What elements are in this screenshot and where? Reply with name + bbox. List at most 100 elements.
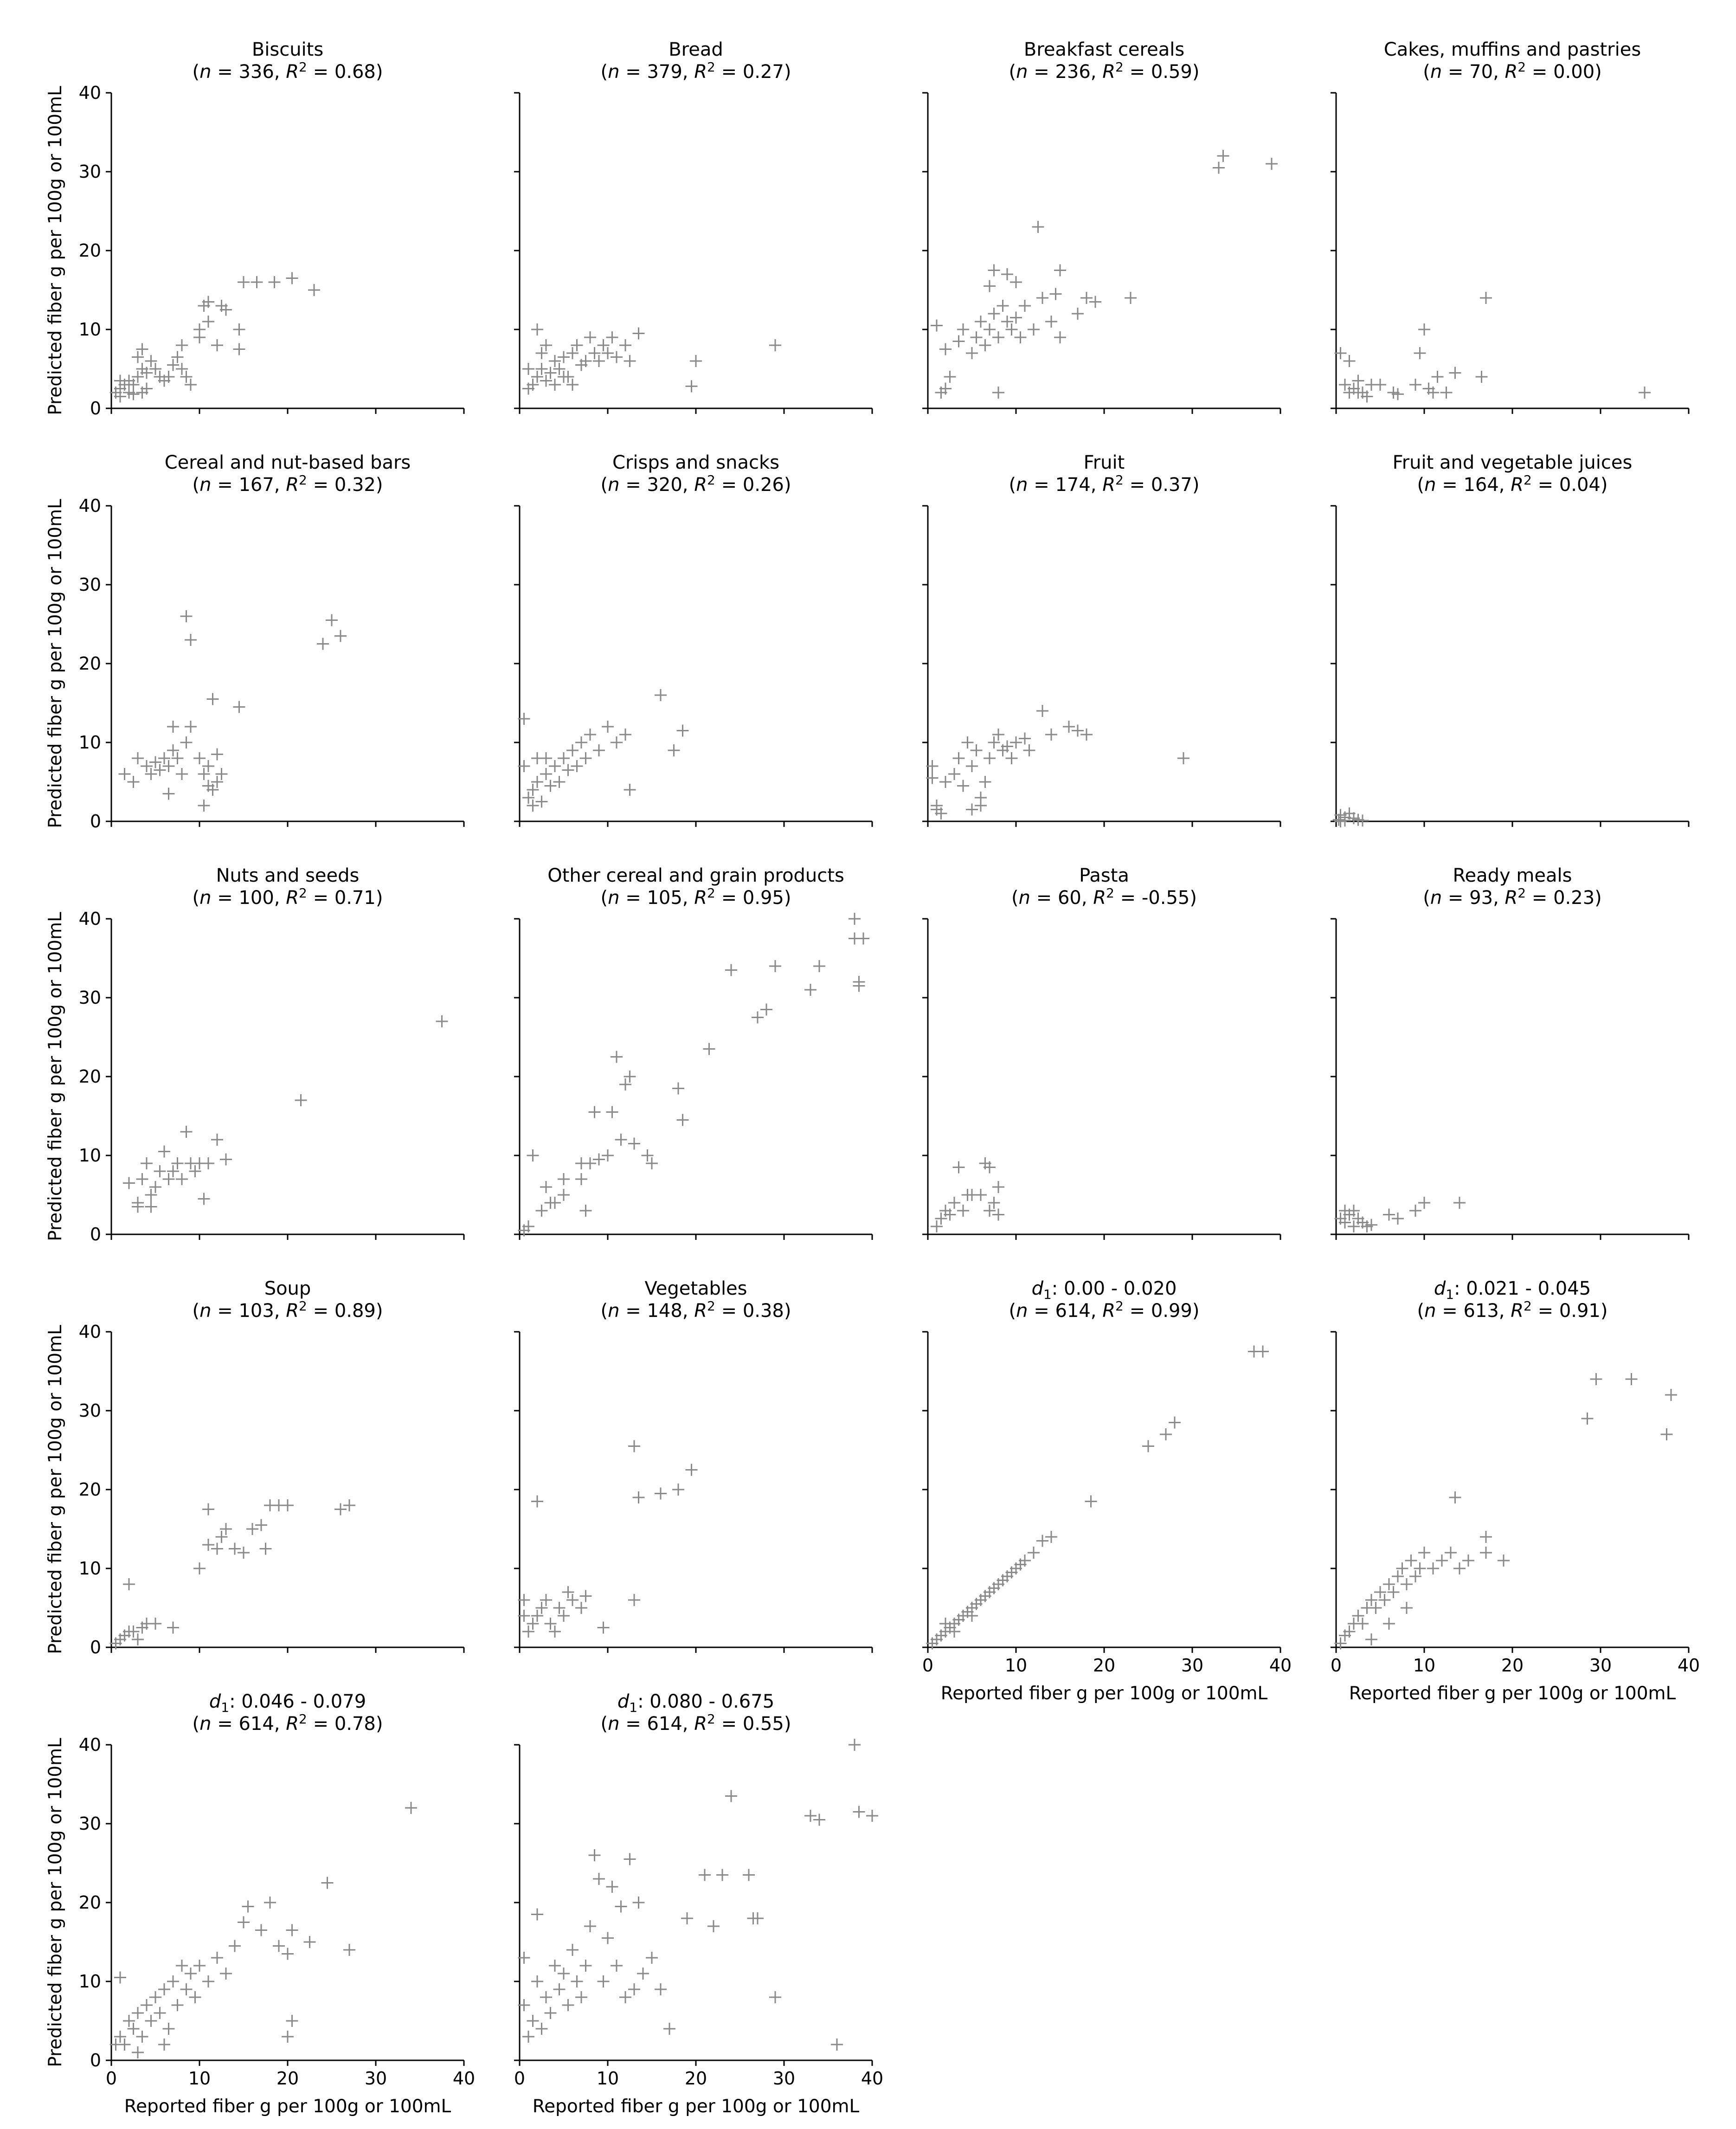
data-point xyxy=(282,1948,294,1960)
data-point xyxy=(211,1134,223,1146)
x-tick-label: 30 xyxy=(1181,1655,1203,1676)
y-tick-label: 10 xyxy=(79,1558,101,1579)
n-value: 148 xyxy=(647,1300,682,1322)
data-point xyxy=(167,1975,179,1987)
data-point xyxy=(615,1134,627,1146)
data-point xyxy=(668,744,680,756)
data-point xyxy=(579,355,592,367)
panel-15: d1: 0.00 - 0.020(n = 614, R2 = 0.99) 0 10 2… xyxy=(922,1278,1292,1704)
panel-title: Cereal and nut-based bars xyxy=(165,452,411,473)
data-point xyxy=(189,1165,201,1177)
data-point xyxy=(849,913,861,925)
x-tick-label: 20 xyxy=(1501,1655,1524,1676)
data-point xyxy=(549,760,561,772)
data-point xyxy=(540,1594,552,1606)
data-point xyxy=(593,744,605,756)
data-point xyxy=(229,1940,241,1952)
data-point xyxy=(1418,1197,1430,1209)
data-point xyxy=(1348,1205,1360,1217)
d1-subscript: 1 xyxy=(221,1700,229,1715)
data-point xyxy=(619,1078,631,1090)
n-value: 613 xyxy=(1463,1300,1498,1322)
data-point xyxy=(1049,288,1062,300)
data-point xyxy=(984,752,996,764)
data-point xyxy=(1357,1618,1369,1630)
data-point xyxy=(1660,1428,1673,1440)
n-value: 320 xyxy=(647,474,682,496)
data-point xyxy=(725,964,737,976)
data-point xyxy=(1028,323,1040,335)
n-value: 167 xyxy=(238,474,274,496)
data-point xyxy=(1590,1373,1602,1385)
data-point xyxy=(984,323,996,335)
data-point xyxy=(1348,1220,1360,1232)
data-point xyxy=(853,1806,865,1818)
panel-title: Vegetables xyxy=(644,1278,747,1299)
data-point xyxy=(579,752,592,764)
data-point xyxy=(176,339,188,351)
panel-18: d1: 0.080 - 0.675(n = 614, R2 = 0.55)0 10… xyxy=(514,1691,883,2117)
data-point xyxy=(571,1975,583,1987)
data-point xyxy=(1418,1547,1430,1559)
panel-stats: (n = 70, R2 = 0.00) xyxy=(1423,59,1602,83)
data-point xyxy=(939,1618,952,1630)
data-point xyxy=(1036,705,1048,717)
data-point xyxy=(522,1626,534,1638)
data-point xyxy=(193,752,206,764)
data-point xyxy=(132,2046,144,2058)
data-point xyxy=(566,379,579,391)
data-point xyxy=(531,371,543,383)
data-point xyxy=(975,1189,987,1201)
y-tick-label: 10 xyxy=(79,1145,101,1166)
panel-title: Breakfast cereals xyxy=(1024,39,1184,60)
data-point xyxy=(158,752,170,764)
panel-title: d1: 0.021 - 0.045 xyxy=(1434,1278,1591,1302)
data-point xyxy=(1392,1213,1404,1225)
panel-stats: (n = 614, R2 = 0.78) xyxy=(193,1711,383,1735)
panel-title: d1: 0.00 - 0.020 xyxy=(1032,1278,1177,1302)
data-point xyxy=(681,1912,693,1924)
data-point xyxy=(1383,1578,1395,1590)
data-point xyxy=(1445,1547,1457,1559)
data-point xyxy=(518,760,530,772)
data-point xyxy=(343,1944,355,1956)
data-point xyxy=(769,339,781,351)
data-point xyxy=(145,1200,157,1213)
data-point xyxy=(1352,1610,1364,1622)
data-point xyxy=(1063,721,1075,733)
data-point xyxy=(1332,813,1345,826)
data-point xyxy=(286,1924,298,1936)
data-point xyxy=(1581,1413,1594,1425)
data-point xyxy=(308,284,320,296)
data-point xyxy=(1409,379,1421,391)
data-point xyxy=(233,343,245,355)
data-point xyxy=(1036,292,1048,304)
data-point xyxy=(549,1626,561,1638)
data-point xyxy=(1462,1555,1474,1567)
data-point xyxy=(549,355,561,367)
data-point xyxy=(220,303,232,316)
x-tick-label: 40 xyxy=(1678,1655,1700,1676)
y-axis-label: Predicted fiber g per 100g or 100mL xyxy=(45,86,66,415)
data-point xyxy=(624,1071,636,1083)
data-point xyxy=(282,2031,294,2043)
y-tick-label: 20 xyxy=(79,1479,101,1500)
data-point xyxy=(540,752,552,764)
data-point xyxy=(176,768,188,780)
data-point xyxy=(527,784,539,796)
data-point xyxy=(703,1043,715,1055)
data-point xyxy=(158,1983,170,1995)
n-value: 93 xyxy=(1469,887,1493,909)
data-point xyxy=(948,768,960,780)
panel-title: Bread xyxy=(669,39,723,60)
data-point xyxy=(162,371,175,383)
data-point xyxy=(531,776,543,788)
data-point xyxy=(584,1157,596,1169)
data-point xyxy=(141,1999,153,2011)
y-tick-label: 40 xyxy=(79,909,101,929)
data-point xyxy=(540,374,552,387)
data-point xyxy=(584,1920,596,1932)
data-point xyxy=(975,316,987,328)
d1-range: 0.046 - 0.079 xyxy=(241,1691,366,1712)
data-point xyxy=(866,1810,878,1822)
